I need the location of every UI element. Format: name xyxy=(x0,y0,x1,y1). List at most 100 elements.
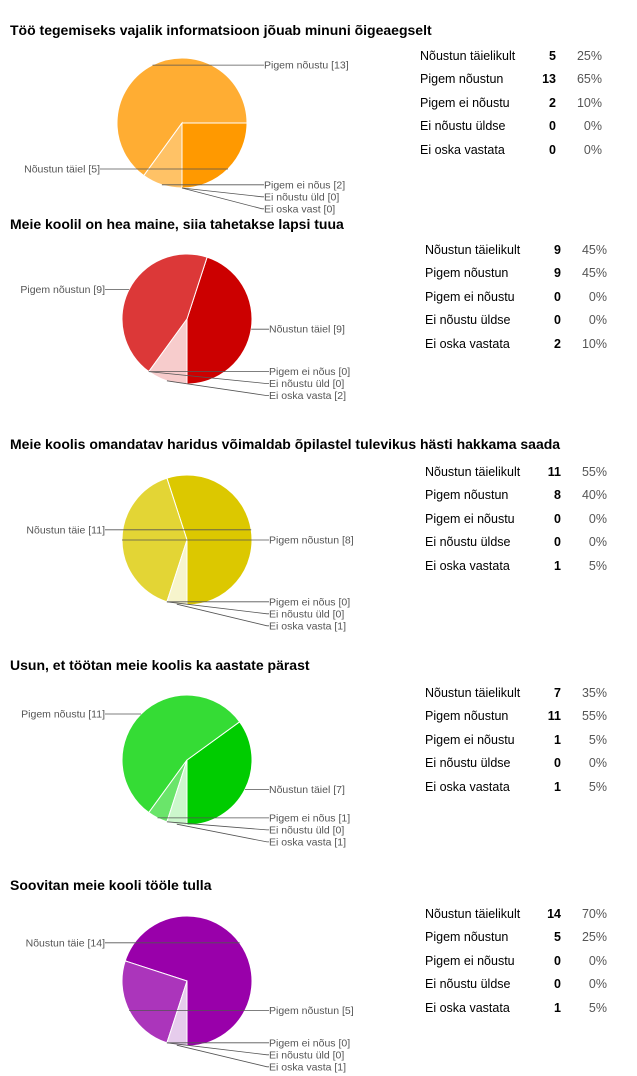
answer-label: Pigem nõustun xyxy=(425,266,509,281)
stats-row: Pigem ei nõustu 2 10% xyxy=(420,91,602,115)
answer-label: Ei nõustu üldse xyxy=(425,313,511,328)
answer-percent: 0% xyxy=(583,119,602,134)
answer-count: 1 xyxy=(554,558,561,573)
question-section: Meie koolis omandatav haridus võimaldab … xyxy=(0,436,637,646)
answer-label: Pigem nõustun xyxy=(425,709,509,724)
question-title: Soovitan meie kooli tööle tulla xyxy=(10,877,212,893)
answer-percent: 35% xyxy=(581,685,607,700)
slice-label: Ei oska vasta [2] xyxy=(269,390,346,402)
answer-count: 2 xyxy=(549,95,556,110)
pie-chart: Pigem nõustu [13] Pigem ei nõus [2]Ei nõu… xyxy=(24,57,349,215)
stats-row: Ei oska vastata 1 5% xyxy=(425,554,607,578)
label-leader-line xyxy=(181,187,264,210)
slice-label: Pigem ei nõus [2] xyxy=(264,179,345,191)
stats-table: Nõustun täielikult 5 25% Pigem nõustun 13 65%… xyxy=(420,44,602,162)
stats-row: Ei oska vastata 1 5% xyxy=(425,996,607,1020)
answer-count: 11 xyxy=(547,709,561,724)
label-leader-line xyxy=(176,603,269,627)
pie-chart: Nõustun täiel [7] Pigem ei nõus [1]Ei nõu… xyxy=(21,694,350,848)
answer-percent: 10% xyxy=(581,336,607,351)
stats-table: Nõustun täielikult 14 70% Pigem nõustun 5 25%… xyxy=(425,902,607,1020)
slice-label: Ei nõustu üld [0] xyxy=(269,1049,344,1061)
slice-label: Nõustun täiel [7] xyxy=(269,784,345,796)
slice-label: Ei nõustu üld [0] xyxy=(264,191,339,203)
slice-label: Pigem nõustun [8] xyxy=(269,535,354,547)
answer-count: 8 xyxy=(554,488,561,503)
stats-row: Pigem nõustun 8 40% xyxy=(425,484,607,508)
answer-label: Ei nõustu üldse xyxy=(420,119,506,134)
answer-percent: 0% xyxy=(588,953,607,968)
slice-label: Pigem nõustun [5] xyxy=(269,1005,354,1017)
answer-count: 0 xyxy=(554,756,561,771)
label-leader-line xyxy=(166,601,269,615)
answer-percent: 0% xyxy=(588,756,607,771)
stats-table: Nõustun täielikult 11 55% Pigem nõustun 8 40%… xyxy=(425,460,607,578)
slice-label: Ei oska vast [0] xyxy=(264,203,335,215)
question-title: Meie koolis omandatav haridus võimaldab … xyxy=(10,436,561,452)
answer-label: Ei oska vastata xyxy=(425,779,510,794)
answer-count: 0 xyxy=(549,142,556,157)
answer-percent: 55% xyxy=(581,709,607,724)
slice-label: Ei nõustu üld [0] xyxy=(269,608,344,620)
answer-percent: 0% xyxy=(588,535,607,550)
slice-label: Nõustun täiel [9] xyxy=(269,324,345,336)
answer-percent: 0% xyxy=(588,511,607,526)
slice-label: Ei nõustu üld [0] xyxy=(269,378,344,390)
label-leader-line xyxy=(166,821,269,831)
stats-row: Ei nõustu üldse 0 0% xyxy=(425,531,607,555)
question-section: Usun, et töötan meie koolis ka aastate p… xyxy=(0,657,637,867)
answer-percent: 5% xyxy=(588,779,607,794)
answer-percent: 5% xyxy=(588,732,607,747)
slice-label: Ei oska vasta [1] xyxy=(269,836,346,848)
pie-chart: Pigem nõustun [8] Pigem ei nõus [0]Ei nõu… xyxy=(26,474,354,632)
answer-count: 0 xyxy=(554,289,561,304)
question-section: Meie koolil on hea maine, siia tahetakse… xyxy=(0,216,637,426)
answer-count: 14 xyxy=(547,906,561,921)
stats-row: Nõustun täielikult 9 45% xyxy=(425,238,607,262)
answer-count: 0 xyxy=(554,535,561,550)
answer-label: Pigem ei nõustu xyxy=(425,289,515,304)
answer-percent: 40% xyxy=(581,488,607,503)
label-leader-line xyxy=(166,1042,269,1056)
answer-count: 0 xyxy=(554,977,561,992)
answer-label: Ei oska vastata xyxy=(425,1000,510,1015)
answer-percent: 5% xyxy=(588,1000,607,1015)
pie-slice xyxy=(121,694,241,814)
slice-label: Ei oska vasta [1] xyxy=(269,1061,346,1073)
answer-percent: 5% xyxy=(588,558,607,573)
answer-count: 11 xyxy=(547,464,561,479)
stats-row: Ei oska vastata 0 0% xyxy=(420,138,602,162)
stats-row: Ei nõustu üldse 0 0% xyxy=(425,309,607,333)
slice-label: Pigem nõustu [11] xyxy=(21,709,105,721)
answer-percent: 65% xyxy=(576,72,602,87)
answer-percent: 55% xyxy=(581,464,607,479)
label-leader-line xyxy=(166,380,269,397)
answer-label: Nõustun täielikult xyxy=(420,48,516,63)
answer-label: Pigem nõustun xyxy=(420,72,504,87)
slice-label: Nõustun täie [14] xyxy=(26,937,105,949)
stats-row: Nõustun täielikult 5 25% xyxy=(420,44,602,68)
pie-chart: Nõustun täiel [9] Pigem ei nõus [0]Ei nõu… xyxy=(20,253,350,402)
stats-table: Nõustun täielikult 7 35% Pigem nõustun 11 55%… xyxy=(425,681,607,799)
slice-label: Pigem nõustun [9] xyxy=(20,284,105,296)
answer-label: Ei nõustu üldse xyxy=(425,756,511,771)
answer-count: 0 xyxy=(554,953,561,968)
answer-count: 7 xyxy=(554,685,561,700)
pie-slice xyxy=(181,122,248,189)
answer-percent: 10% xyxy=(576,95,602,110)
answer-percent: 45% xyxy=(581,242,607,257)
answer-count: 5 xyxy=(554,930,561,945)
question-title: Töö tegemiseks vajalik informatsioon jõu… xyxy=(10,22,432,38)
answer-count: 1 xyxy=(554,1000,561,1015)
stats-row: Pigem nõustun 11 55% xyxy=(425,705,607,729)
stats-row: Pigem nõustun 9 45% xyxy=(425,262,607,286)
label-leader-line xyxy=(176,1044,269,1068)
answer-count: 0 xyxy=(554,511,561,526)
slice-label: Nõustun täie [11] xyxy=(26,524,105,536)
answer-percent: 25% xyxy=(576,48,602,63)
label-leader-line xyxy=(181,187,264,198)
stats-row: Nõustun täielikult 14 70% xyxy=(425,902,607,926)
answer-label: Nõustun täielikult xyxy=(425,464,521,479)
answer-count: 1 xyxy=(554,779,561,794)
stats-row: Ei nõustu üldse 0 0% xyxy=(425,752,607,776)
